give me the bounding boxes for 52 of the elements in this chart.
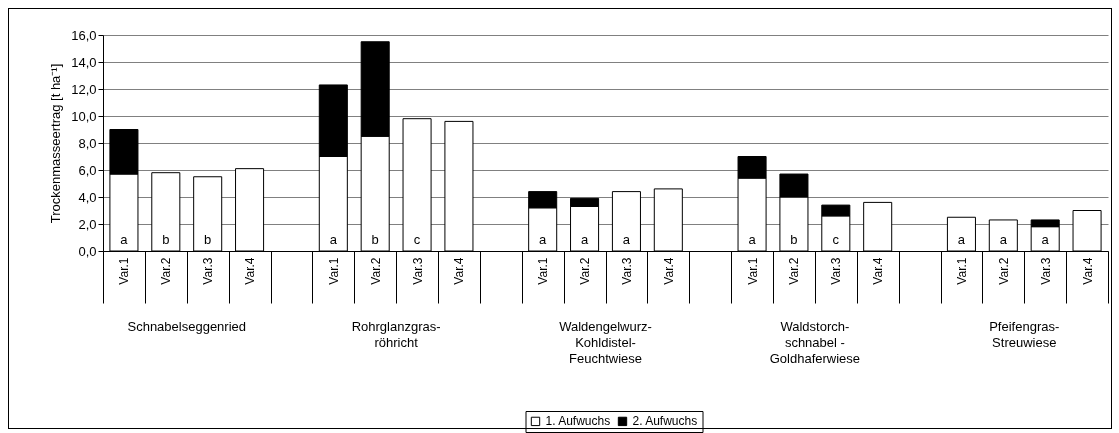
data-label: a bbox=[580, 232, 589, 247]
text: Rohrglanzgras- röhricht bbox=[351, 319, 441, 350]
x-tick-label: Var.4 bbox=[243, 257, 258, 285]
data-label: a bbox=[120, 232, 129, 247]
x-tick-label: Var.1 bbox=[536, 257, 551, 285]
data-label: c bbox=[413, 232, 421, 247]
y-tick-label: 6,0 bbox=[78, 162, 97, 178]
data-label: c bbox=[832, 232, 840, 247]
y-tick-label: 12,0 bbox=[71, 81, 97, 97]
data-label: a bbox=[1041, 232, 1050, 247]
text: Waldstorch- schnabel - Goldhaferwiese bbox=[769, 319, 861, 366]
x-tick-label: Var.3 bbox=[1038, 257, 1053, 285]
y-tick-label: 8,0 bbox=[78, 135, 97, 151]
data-label: a bbox=[539, 232, 548, 247]
x-tick-label: Var.3 bbox=[619, 257, 634, 285]
x-tick-label: Var.2 bbox=[368, 257, 383, 285]
data-label: a bbox=[957, 232, 966, 247]
data-label: b bbox=[204, 232, 212, 247]
x-tick-label: Var.2 bbox=[159, 257, 174, 285]
x-tick-label: Var.4 bbox=[1080, 257, 1095, 285]
x-tick-label: Var.1 bbox=[954, 257, 969, 285]
data-label: b bbox=[371, 232, 379, 247]
x-tick-label: Var.4 bbox=[871, 257, 886, 285]
text: Waldengelwurz- Kohldistel- Feuchtwiese bbox=[559, 319, 652, 366]
y-tick-label: 0,0 bbox=[78, 243, 97, 259]
x-tick-label: Var.1 bbox=[745, 257, 760, 285]
text: Schnabelseggenried bbox=[127, 319, 247, 334]
data-label: a bbox=[999, 232, 1008, 247]
data-label: b bbox=[790, 232, 798, 247]
data-label: b bbox=[162, 232, 170, 247]
x-tick-label: Var.2 bbox=[578, 257, 593, 285]
x-tick-label: Var.4 bbox=[452, 257, 467, 285]
y-axis-title: Trockenmasseertrag [t ha⁻¹] bbox=[48, 63, 64, 224]
x-tick-label: Var.2 bbox=[787, 257, 802, 285]
y-tick-label: 14,0 bbox=[71, 54, 97, 70]
x-tick-label: Var.3 bbox=[410, 257, 425, 285]
x-tick-label: Var.1 bbox=[117, 257, 132, 285]
y-tick-label: 2,0 bbox=[78, 216, 97, 232]
data-label: a bbox=[748, 232, 757, 247]
text: Pfeifengras- Streuwiese bbox=[989, 319, 1060, 350]
x-tick-label: Var.4 bbox=[661, 257, 676, 285]
y-tick-label: 10,0 bbox=[71, 108, 97, 124]
data-label: a bbox=[329, 232, 338, 247]
data-label: a bbox=[622, 232, 631, 247]
legend-label: 2. Aufwuchs bbox=[632, 414, 698, 429]
y-tick-label: 16,0 bbox=[71, 27, 97, 43]
x-tick-label: Var.2 bbox=[996, 257, 1011, 285]
y-tick-label: 4,0 bbox=[78, 189, 97, 205]
x-tick-label: Var.3 bbox=[829, 257, 844, 285]
legend-label: 1. Aufwuchs bbox=[545, 414, 611, 429]
x-tick-label: Var.1 bbox=[326, 257, 341, 285]
x-tick-label: Var.3 bbox=[201, 257, 216, 285]
